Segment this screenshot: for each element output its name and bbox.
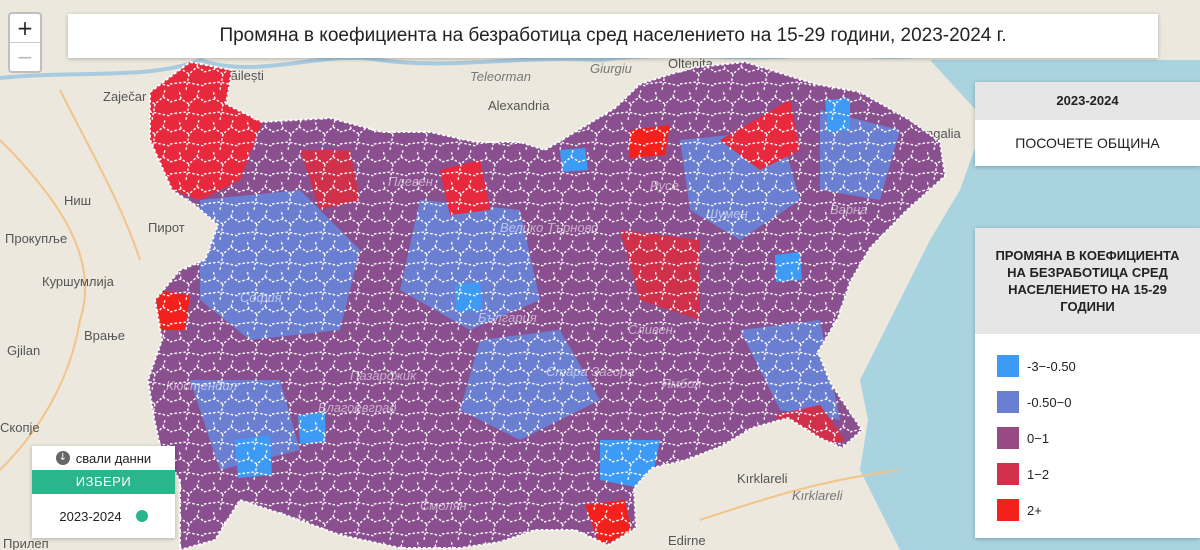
info-panel: 2023-2024 ПОСОЧЕТЕ ОБЩИНА <box>975 82 1200 166</box>
choose-header: ИЗБЕРИ <box>32 470 175 494</box>
legend-item-label: 1−2 <box>1027 466 1050 482</box>
place-label: Kırklareli <box>792 488 844 503</box>
map-overlay-label: Ямбол <box>661 376 702 391</box>
legend-item[interactable]: -0.50−0 <box>997 384 1200 420</box>
map-overlay-label: София <box>240 290 282 305</box>
map-overlay-label: Пазарджик <box>350 368 417 383</box>
legend-item-label: 2+ <box>1027 502 1042 518</box>
map-overlay-label: Русе <box>650 178 679 193</box>
period-selector: ↓ свали данни ИЗБЕРИ 2023-2024 <box>32 446 175 538</box>
download-label: свали данни <box>75 450 152 466</box>
map-overlay-label: България <box>478 310 537 325</box>
info-panel-prompt: ПОСОЧЕТЕ ОБЩИНА <box>1015 135 1160 151</box>
place-label: Пирот <box>148 220 185 235</box>
road-1 <box>0 139 87 471</box>
map-overlay-label: Плевен <box>388 174 433 189</box>
place-label: Прилеп <box>3 536 49 550</box>
legend-title: ПРОМЯНА В КОЕФИЦИЕНТА НА БЕЗРАБОТИЦА СРЕ… <box>975 228 1200 334</box>
map-overlay-label: Благоевград <box>318 400 397 415</box>
legend: ПРОМЯНА В КОЕФИЦИЕНТА НА БЕЗРАБОТИЦА СРЕ… <box>975 228 1200 538</box>
place-label: Kırklareli <box>737 471 788 486</box>
legend-item-label: 0−1 <box>1027 430 1050 446</box>
place-label: Ниш <box>64 193 91 208</box>
legend-swatch <box>997 463 1019 485</box>
place-label: Alexandria <box>488 98 550 113</box>
zoom-out-button[interactable]: − <box>16 45 34 69</box>
map-overlay-label: Сливен <box>628 322 673 337</box>
download-icon: ↓ <box>55 451 70 465</box>
legend-item-label: -0.50−0 <box>1027 394 1072 410</box>
map-title: Промяна в коефициента на безработица сре… <box>68 14 1158 58</box>
place-label: Врање <box>84 328 125 343</box>
place-label: Куршумлија <box>42 274 115 289</box>
map-overlay-label: Стара Загора <box>546 364 635 379</box>
place-label: Băilești <box>222 68 264 83</box>
legend-swatch <box>997 391 1019 413</box>
map-overlay-label: Шумен <box>706 206 748 221</box>
place-label: Скопје <box>0 420 40 435</box>
map-overlay-label: Кюстендил <box>166 378 238 393</box>
legend-item[interactable]: -3−-0.50 <box>997 348 1200 384</box>
selected-indicator-icon <box>135 510 148 522</box>
legend-swatch <box>997 427 1019 449</box>
legend-items: -3−-0.50 -0.50−0 0−1 1−2 2+ <box>975 334 1200 528</box>
legend-item[interactable]: 2+ <box>997 492 1200 528</box>
place-label: Edirne <box>668 533 706 548</box>
map-overlay-label: Смолян <box>420 498 467 513</box>
period-option-label: 2023-2024 <box>59 508 122 524</box>
map-overlay-label: Велико Търново <box>500 220 598 235</box>
legend-item[interactable]: 1−2 <box>997 456 1200 492</box>
map-overlay-label: Варна <box>830 202 868 217</box>
download-data-button[interactable]: ↓ свали данни <box>32 446 175 470</box>
road-3 <box>699 469 901 521</box>
place-label: Zaječar <box>103 89 147 104</box>
legend-swatch <box>997 499 1019 521</box>
place-label: Giurgiu <box>590 61 632 76</box>
zoom-in-button[interactable]: + <box>10 14 40 43</box>
legend-item[interactable]: 0−1 <box>997 420 1200 456</box>
place-label: Gjilan <box>7 343 40 358</box>
country-outline <box>146 60 947 550</box>
legend-item-label: -3−-0.50 <box>1027 358 1076 374</box>
legend-swatch <box>997 355 1019 377</box>
zoom-control: + − <box>8 12 42 73</box>
place-label: Прокупље <box>5 231 67 246</box>
place-label: Teleorman <box>470 69 531 84</box>
road-2 <box>59 89 141 261</box>
info-panel-header: 2023-2024 <box>975 82 1200 120</box>
period-option-2023-2024[interactable]: 2023-2024 <box>32 494 175 538</box>
